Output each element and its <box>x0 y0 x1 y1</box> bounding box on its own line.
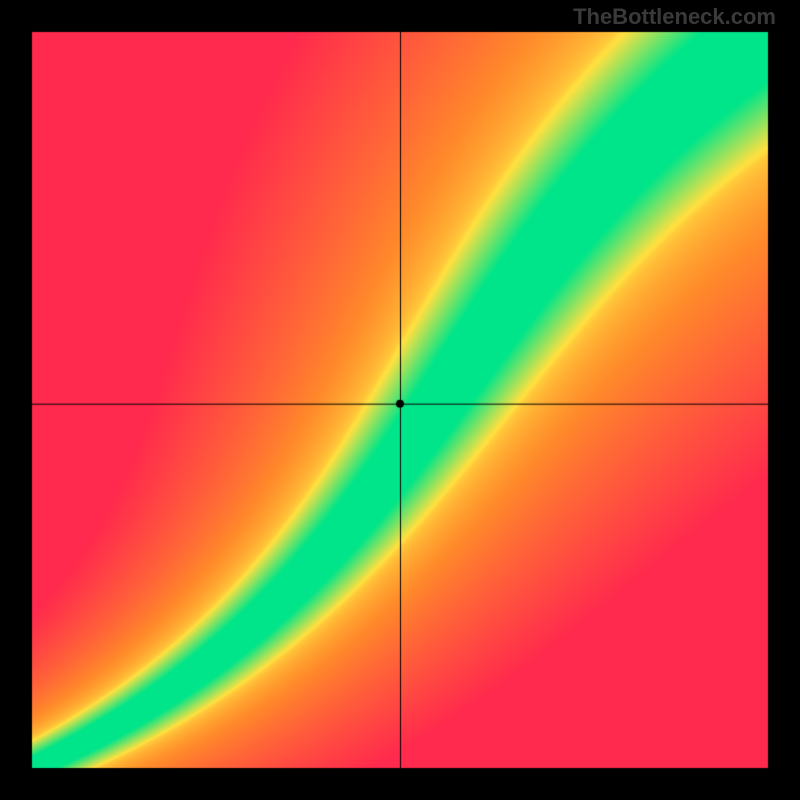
bottleneck-heatmap <box>0 0 800 800</box>
chart-container: { "canvas": { "width": 800, "height": 80… <box>0 0 800 800</box>
